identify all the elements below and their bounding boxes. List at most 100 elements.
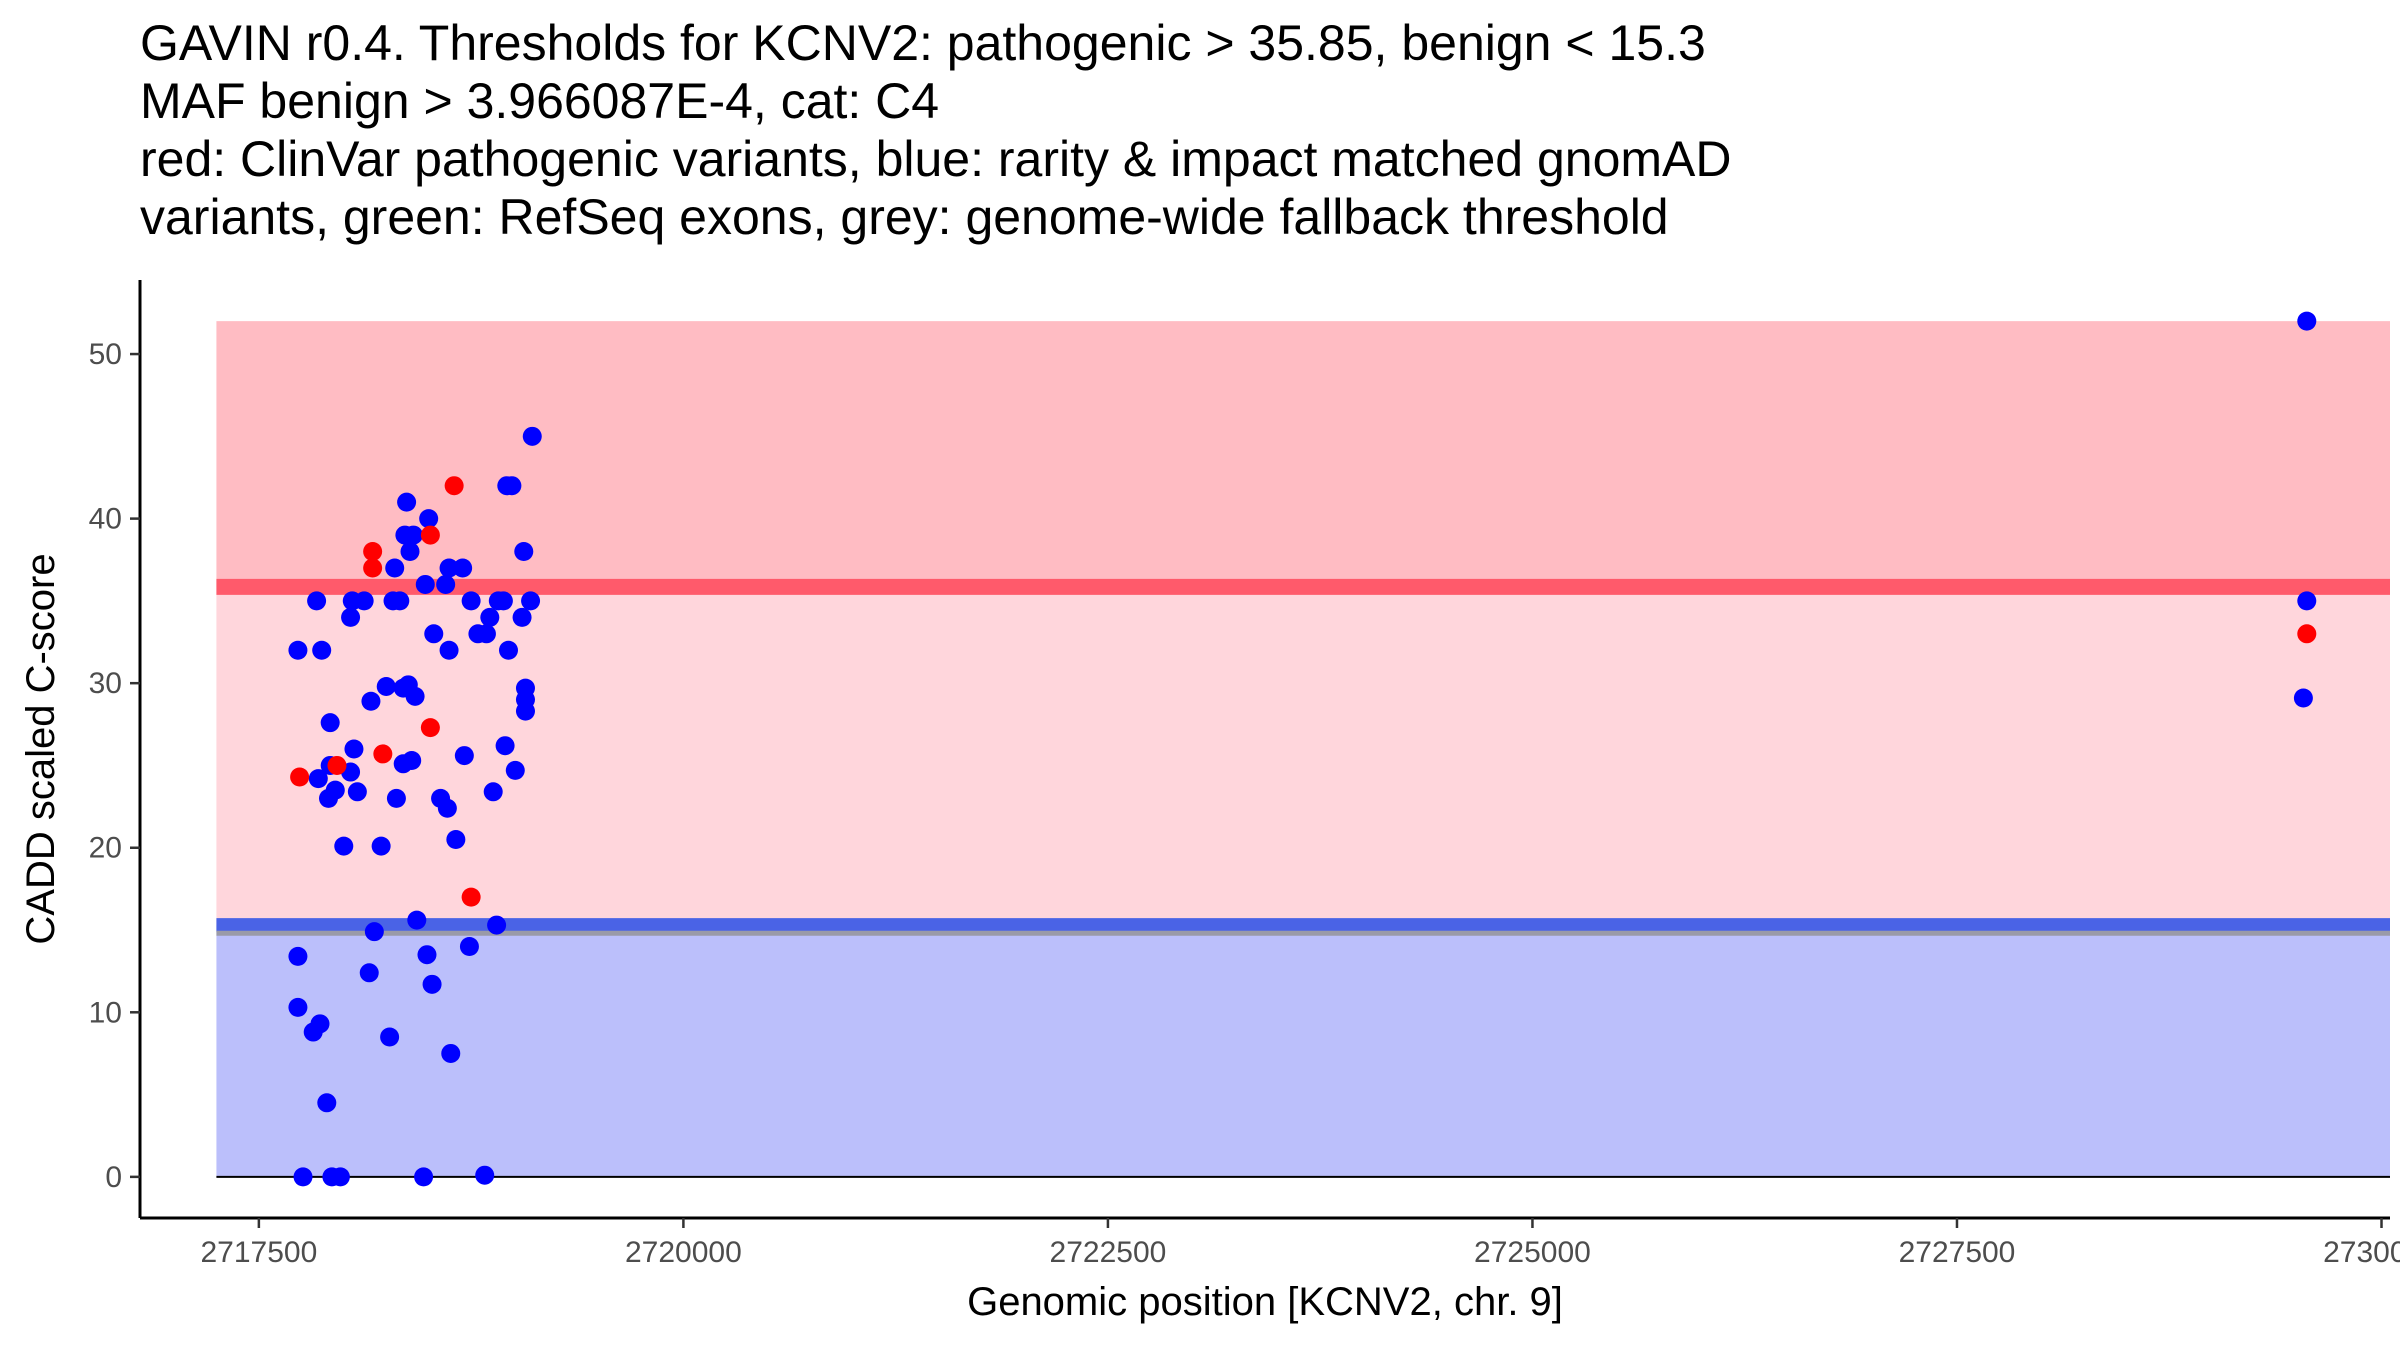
gnomad-point-40	[403, 525, 423, 545]
gnomad-point-68	[495, 736, 515, 756]
x-tick-label-2730000: 2730000	[2323, 1236, 2400, 1269]
chart-title: GAVIN r0.4. Thresholds for KCNV2: pathog…	[140, 14, 1731, 246]
gnomad-point-22	[354, 591, 374, 611]
gnomad-point-6	[308, 769, 328, 789]
benign-region	[216, 925, 2391, 1177]
clinvar-point-6	[420, 718, 440, 738]
title-line-1: GAVIN r0.4. Thresholds for KCNV2: pathog…	[140, 15, 1706, 71]
gnomad-point-7	[310, 1014, 330, 1034]
clinvar-point-5	[420, 525, 440, 545]
gnomad-point-1	[288, 946, 308, 966]
gnomad-point-15	[330, 1167, 350, 1187]
gnomad-point-57	[454, 746, 474, 766]
gnomad-point-43	[414, 1167, 434, 1187]
x-axis-title: Genomic position [KCNV2, chr. 9]	[967, 1280, 1563, 1324]
gnomad-point-56	[453, 558, 473, 578]
gnomad-point-67	[493, 591, 513, 611]
gnomad-point-32	[390, 591, 410, 611]
gnomad-point-5	[307, 591, 327, 611]
y-axis-title: CADD scaled C-score	[19, 553, 63, 944]
x-tick-label-2717500: 2717500	[200, 1236, 317, 1269]
y-tick-label-30: 30	[89, 667, 122, 700]
gnomad-point-18	[341, 607, 361, 627]
clinvar-point-9	[2297, 624, 2317, 644]
title-line-4: variants, green: RefSeq exons, grey: gen…	[140, 189, 1669, 245]
gnomad-point-65	[487, 915, 507, 935]
gnomad-point-23	[359, 963, 379, 983]
y-tick-label-20: 20	[89, 832, 122, 865]
gnomad-point-16	[334, 836, 354, 856]
y-tick-label-40: 40	[89, 503, 122, 536]
gnomad-point-70	[498, 640, 518, 660]
x-tick-label-2720000: 2720000	[625, 1236, 742, 1269]
axes: 0 10 20 30 40 50 2717500 2720000 2722500 2725000 2…	[89, 280, 2400, 1269]
gnomad-point-54	[441, 1043, 461, 1063]
gnomad-point-9	[317, 1093, 337, 1113]
gnomad-point-50	[436, 574, 456, 594]
gnomad-point-0	[288, 640, 308, 660]
clinvar-point-3	[363, 558, 383, 578]
clinvar-point-0	[290, 767, 310, 787]
gnomad-point-79	[522, 426, 542, 446]
y-tick-label-0: 0	[105, 1161, 122, 1194]
gnomad-point-8	[312, 640, 332, 660]
clinvar-point-4	[373, 744, 393, 764]
title-line-2: MAF benign > 3.966087E-4, cat: C4	[140, 73, 940, 129]
clinvar-point-7	[444, 476, 464, 496]
gnomad-point-25	[364, 922, 384, 942]
x-tick-label-2725000: 2725000	[1474, 1236, 1591, 1269]
gnomad-point-77	[515, 701, 535, 721]
clinvar-point-2	[363, 542, 383, 562]
gnomad-point-64	[483, 782, 503, 802]
gnomad-point-41	[405, 686, 425, 706]
gnomad-point-55	[446, 830, 466, 850]
gnomad-point-46	[419, 509, 439, 529]
gnomad-point-44	[415, 574, 435, 594]
gnomad-point-71	[502, 476, 522, 496]
threshold-bands	[216, 321, 2391, 1178]
gnomad-point-31	[386, 788, 406, 808]
gnomad-point-47	[422, 974, 442, 994]
gnomad-point-80	[2297, 311, 2317, 331]
gnomad-point-58	[459, 936, 479, 956]
gnomad-point-81	[2297, 591, 2317, 611]
y-tick-label-50: 50	[89, 338, 122, 371]
gnomad-point-21	[347, 782, 367, 802]
gnomad-point-38	[400, 542, 420, 562]
gnomad-point-24	[361, 691, 381, 711]
gnomad-point-36	[397, 492, 417, 512]
title-line-3: red: ClinVar pathogenic variants, blue: …	[140, 131, 1732, 187]
gnomad-point-26	[371, 836, 391, 856]
gnomad-point-73	[512, 607, 532, 627]
gnomad-point-78	[521, 591, 541, 611]
gnomad-point-14	[325, 780, 345, 800]
gnomad-point-27	[376, 676, 396, 696]
clinvar-point-8	[461, 887, 481, 907]
gnomad-point-28	[380, 1027, 400, 1047]
pathogenic-region	[216, 321, 2391, 587]
gnomad-point-3	[293, 1167, 313, 1187]
gnomad-point-20	[344, 739, 364, 759]
gnomad-point-61	[475, 1165, 495, 1185]
gnomad-point-42	[407, 910, 427, 930]
y-tick-label-10: 10	[89, 996, 122, 1029]
gnomad-point-39	[402, 751, 422, 771]
gnomad-point-45	[417, 945, 437, 965]
gnomad-point-63	[480, 607, 500, 627]
gnomad-point-72	[505, 760, 525, 780]
x-tick-label-2722500: 2722500	[1050, 1236, 1167, 1269]
gnomad-point-51	[437, 798, 457, 818]
gnomad-point-2	[288, 997, 308, 1017]
clinvar-point-1	[327, 755, 347, 775]
gnomad-point-53	[439, 640, 459, 660]
gnomad-point-74	[514, 542, 534, 562]
gnomad-point-48	[424, 624, 444, 644]
gnomad-point-82	[2293, 688, 2313, 708]
data-points	[288, 311, 2317, 1187]
gnomad-point-11	[320, 713, 340, 733]
gnomad-point-62	[476, 624, 496, 644]
vus-region	[216, 586, 2391, 926]
gnomad-point-30	[385, 558, 405, 578]
gnomad-point-59	[461, 591, 481, 611]
